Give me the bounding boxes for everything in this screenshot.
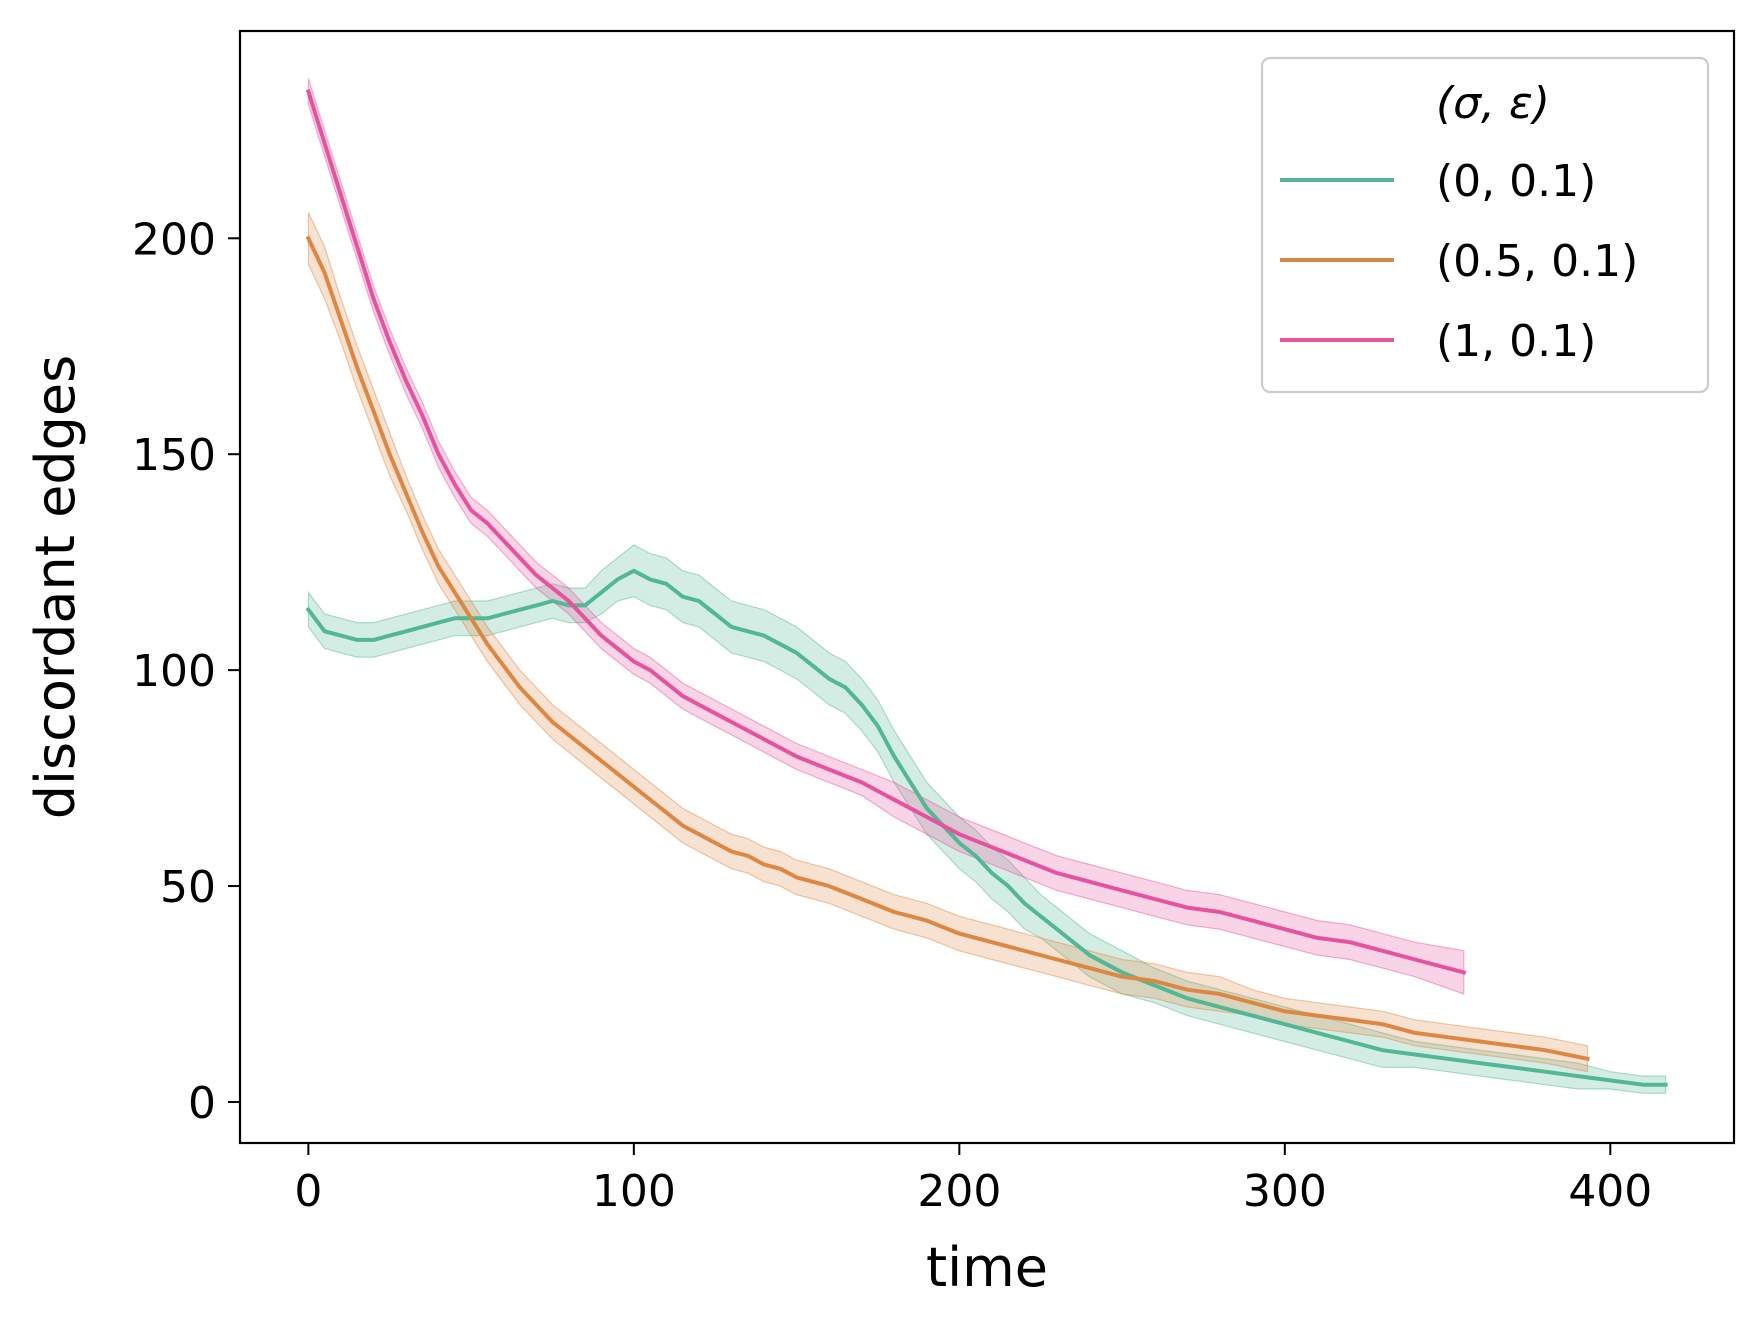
x-axis-label: time xyxy=(926,1236,1048,1299)
legend: (σ, ε) (0, 0.1) (0.5, 0.1) (1, 0.1) xyxy=(1260,56,1710,394)
legend-label-1: (0.5, 0.1) xyxy=(1436,236,1638,287)
legend-label-2: (1, 0.1) xyxy=(1436,316,1596,367)
series-lines xyxy=(305,88,1668,1087)
series-line-2 xyxy=(305,88,1467,975)
legend-label-0: (0, 0.1) xyxy=(1436,156,1596,207)
plot-frame xyxy=(238,29,1736,1145)
legend-box xyxy=(1260,56,1710,394)
y-axis-ticks: 0 50 100 150 200 xyxy=(132,214,240,1129)
y-tick-label: 0 xyxy=(188,1078,216,1129)
y-tick-label: 50 xyxy=(160,862,216,913)
legend-items: (0, 0.1) (0.5, 0.1) (1, 0.1) xyxy=(1280,156,1638,367)
x-tick-label: 100 xyxy=(592,1166,676,1217)
y-tick-label: 150 xyxy=(132,430,216,481)
y-tick-label: 200 xyxy=(132,214,216,265)
x-tick-label: 0 xyxy=(294,1166,322,1217)
y-tick-label: 100 xyxy=(132,646,216,697)
series-line-0 xyxy=(305,568,1668,1087)
x-tick-label: 300 xyxy=(1243,1166,1327,1217)
x-axis-ticks: 0 100 200 300 400 xyxy=(294,1143,1652,1217)
x-tick-label: 200 xyxy=(917,1166,1001,1217)
series-line-1 xyxy=(305,235,1590,1062)
y-axis-label: discordant edges xyxy=(24,355,87,819)
series-band-0 xyxy=(307,544,1667,1094)
x-tick-label: 400 xyxy=(1568,1166,1652,1217)
series-band-1 xyxy=(307,212,1589,1073)
legend-title: (σ, ε) xyxy=(1436,78,1550,129)
